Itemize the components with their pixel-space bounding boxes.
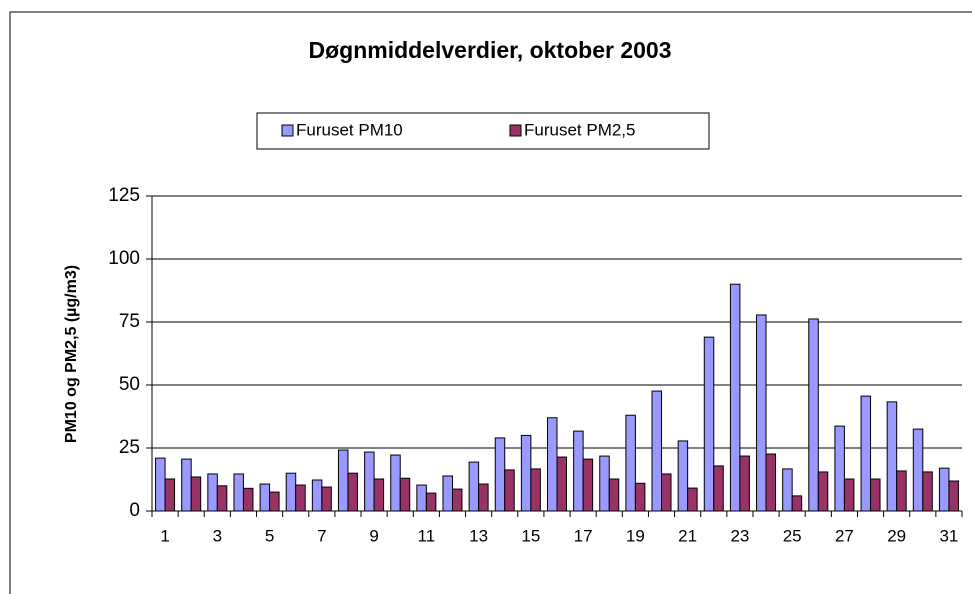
bar <box>285 472 297 512</box>
x-tick-label: 19 <box>626 526 645 545</box>
y-tick-label: 75 <box>119 311 140 332</box>
x-tick-label: 23 <box>730 526 749 545</box>
x-tick-label: 25 <box>783 526 802 545</box>
y-tick-label: 25 <box>119 437 140 458</box>
legend-swatch <box>281 124 294 137</box>
bar <box>870 478 881 512</box>
bar <box>390 454 401 512</box>
bar <box>938 467 950 512</box>
bar <box>703 336 715 512</box>
y-tick-label: 100 <box>108 248 140 269</box>
bar <box>207 473 218 512</box>
y-tick-label: 50 <box>119 374 140 395</box>
bar <box>216 485 228 512</box>
bar <box>860 395 872 512</box>
bar <box>321 486 332 512</box>
bar <box>233 473 244 512</box>
bar <box>599 455 610 512</box>
bar <box>843 478 855 512</box>
bar <box>573 430 584 512</box>
bar <box>364 451 375 512</box>
bar <box>661 473 672 512</box>
bar <box>651 390 663 512</box>
bar <box>416 484 427 512</box>
bar <box>269 491 280 512</box>
x-tick-label: 1 <box>160 526 169 545</box>
bar <box>295 484 306 512</box>
bar <box>347 472 358 512</box>
bar <box>782 468 793 512</box>
bar <box>556 456 567 512</box>
legend-label: Furuset PM2,5 <box>524 120 636 139</box>
x-tick-label: 27 <box>835 526 854 545</box>
bar <box>164 478 176 512</box>
bar <box>765 453 777 512</box>
bar <box>817 471 829 512</box>
legend-box <box>256 112 710 150</box>
bar <box>190 476 202 512</box>
bar <box>242 487 254 512</box>
bar <box>311 479 323 512</box>
x-tick-label: 21 <box>678 526 697 545</box>
y-tick-label: 125 <box>108 185 140 206</box>
bar <box>791 495 803 512</box>
bar <box>451 488 463 512</box>
legend-swatch <box>509 124 522 137</box>
bar <box>834 425 845 512</box>
y-tick-label: 0 <box>129 500 140 521</box>
bar <box>912 428 924 512</box>
x-tick-label: 31 <box>939 526 958 545</box>
frame <box>9 11 972 594</box>
x-tick-label: 9 <box>369 526 378 545</box>
x-tick-label: 13 <box>469 526 488 545</box>
bar <box>520 434 532 512</box>
bar <box>756 314 767 512</box>
bar <box>608 478 620 512</box>
x-tick-label: 7 <box>317 526 326 545</box>
bar <box>886 401 898 512</box>
bar <box>739 455 750 512</box>
bar <box>425 492 437 512</box>
x-tick-label: 5 <box>265 526 274 545</box>
bar <box>896 470 907 512</box>
bar <box>504 469 515 512</box>
bar <box>494 437 506 512</box>
bar <box>155 457 166 512</box>
bar <box>808 318 819 512</box>
bar <box>547 417 558 512</box>
x-tick-label: 17 <box>574 526 593 545</box>
bar <box>530 468 541 512</box>
bar <box>442 475 453 512</box>
bar <box>922 471 933 512</box>
x-tick-label: 15 <box>521 526 540 545</box>
bar <box>181 458 192 512</box>
x-tick-label: 3 <box>213 526 222 545</box>
bar <box>478 483 489 512</box>
bar <box>687 487 698 512</box>
y-axis-label: PM10 og PM2,5 (µg/m3) <box>63 265 80 443</box>
bar <box>399 477 411 512</box>
bar <box>729 283 741 512</box>
bar <box>582 458 594 512</box>
bar <box>373 478 385 512</box>
x-tick-label: 11 <box>418 526 436 545</box>
bar <box>468 461 480 512</box>
legend-label: Furuset PM10 <box>296 120 403 139</box>
chart-title: Døgnmiddelverdier, oktober 2003 <box>308 37 671 63</box>
bar <box>677 440 689 512</box>
bar <box>634 482 646 512</box>
bar <box>948 480 959 512</box>
x-tick-label: 29 <box>887 526 906 545</box>
bar <box>625 414 636 512</box>
bar <box>259 483 271 512</box>
bar <box>337 449 349 512</box>
bar <box>713 465 724 512</box>
